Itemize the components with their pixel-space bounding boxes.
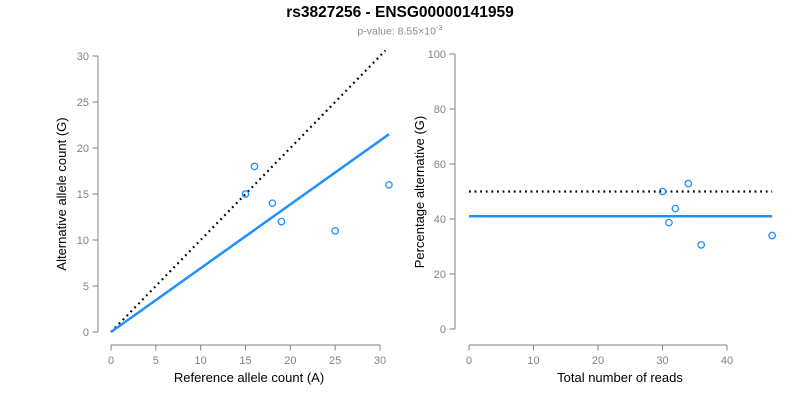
pvalue-text: p-value: 8.55×10 [357,25,436,38]
data-point [385,180,393,189]
data-point [684,179,693,188]
x-tick-label: 10 [195,355,207,367]
y-tick-label: 15 [77,189,89,201]
y-tick-label: 20 [434,269,446,281]
y-tick-label: 10 [77,235,89,247]
pvalue-subtitle: p-value: 8.55×10-3 [0,23,800,38]
x-tick-label: 30 [656,355,668,367]
data-point [665,218,673,227]
x-tick-label: 20 [284,355,296,367]
data-point [658,187,667,196]
x-tick-label: 0 [466,355,472,367]
pvalue-exponent: -3 [435,23,443,32]
x-tick-label: 40 [721,355,733,367]
y-tick-label: 40 [434,214,446,226]
x-tick-label: 25 [329,355,341,367]
figure-header: rs3827256 - ENSG00000141959 p-value: 8.5… [0,4,800,38]
y-tick-label: 25 [77,97,89,109]
data-point [671,204,680,213]
figure-title: rs3827256 - ENSG00000141959 [286,4,514,21]
x-tick-label: 15 [239,355,251,367]
data-point [268,199,277,208]
data-point [241,190,250,198]
percentage-alternative-plot: 0 20 40 60 80 100 0 10 20 30 40 Total number of rea… [412,49,777,385]
y-tick-label: 20 [77,143,89,155]
x-tick-label: 20 [592,355,604,367]
data-point [697,241,706,249]
x-tick-label: 5 [153,355,159,367]
data-point [331,226,340,235]
y-tick-label: 60 [434,159,446,171]
allele-count-scatter-plot: 0 5 10 15 20 25 30 0 5 10 15 20 25 30 Reference allele… [54,49,393,385]
fitted-proportion-line [110,133,390,334]
y-tick-label: 80 [434,104,446,116]
y-tick-label: 30 [77,51,89,63]
x-axis-title: Reference allele count (A) [174,370,324,385]
x-tick-label: 0 [108,355,114,367]
x-tick-label: 30 [374,355,386,367]
data-point [768,231,777,240]
data-point [277,217,286,226]
y-tick-label: 5 [83,281,89,293]
y-axis-title: Alternative allele count (G) [54,117,69,270]
x-axis-title: Total number of reads [557,370,683,385]
data-point [250,162,259,171]
x-tick-label: 10 [527,355,539,367]
y-tick-label: 0 [440,324,446,336]
identity-line [110,49,387,333]
y-tick-label: 0 [83,327,89,339]
y-axis-title: Percentage alternative (G) [412,116,427,268]
y-tick-label: 100 [428,49,446,61]
